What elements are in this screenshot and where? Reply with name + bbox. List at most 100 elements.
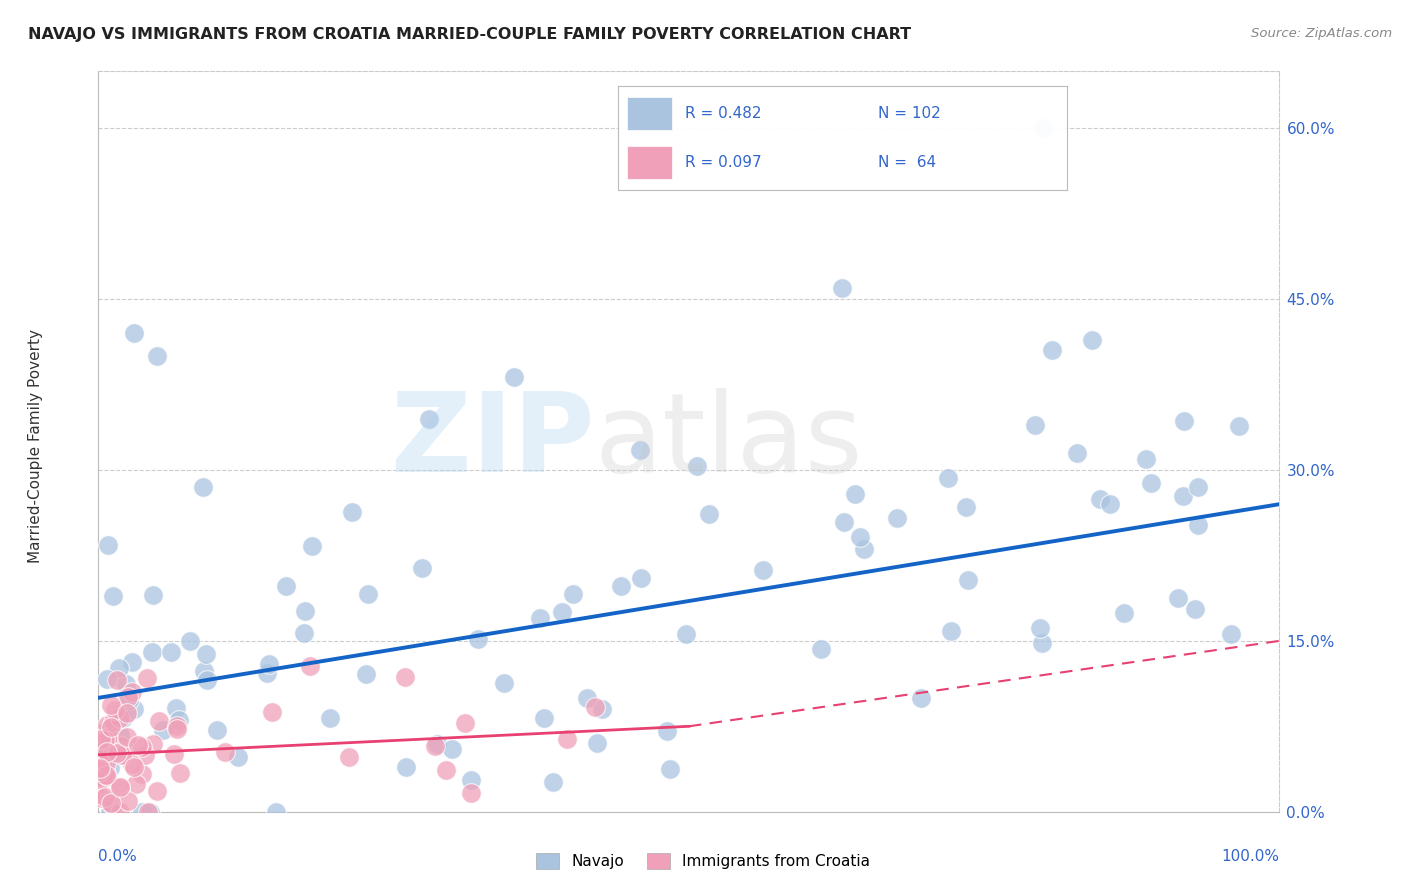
Point bbox=[96, 745, 118, 759]
Point bbox=[628, 443, 651, 458]
Legend: Navajo, Immigrants from Croatia: Navajo, Immigrants from Croatia bbox=[530, 847, 876, 875]
Point bbox=[337, 749, 360, 764]
Point bbox=[298, 658, 321, 673]
Point bbox=[138, 805, 160, 819]
Point bbox=[853, 541, 876, 556]
Point bbox=[100, 723, 122, 737]
Point bbox=[97, 730, 120, 744]
Point bbox=[630, 571, 652, 585]
Text: Source: ZipAtlas.com: Source: ZipAtlas.com bbox=[1251, 27, 1392, 40]
Point bbox=[886, 511, 908, 525]
Point bbox=[108, 805, 131, 819]
Point bbox=[107, 661, 129, 675]
Point bbox=[686, 458, 709, 473]
Point bbox=[139, 805, 162, 819]
Point bbox=[179, 634, 201, 648]
Point bbox=[146, 349, 169, 363]
Point bbox=[108, 781, 131, 796]
Point bbox=[411, 560, 433, 574]
Point bbox=[533, 711, 555, 725]
Point bbox=[1167, 591, 1189, 606]
Point bbox=[193, 664, 215, 678]
Point bbox=[195, 647, 218, 661]
Point bbox=[1173, 414, 1195, 428]
Point bbox=[1173, 489, 1195, 503]
Point bbox=[117, 794, 139, 808]
Point bbox=[117, 693, 139, 707]
Point bbox=[94, 768, 117, 782]
Point bbox=[844, 486, 866, 500]
Point bbox=[1081, 334, 1104, 348]
Point bbox=[551, 605, 574, 619]
Point bbox=[831, 281, 853, 295]
Point bbox=[1220, 627, 1243, 641]
Point bbox=[936, 471, 959, 485]
Point bbox=[655, 723, 678, 738]
Point bbox=[142, 588, 165, 602]
Point bbox=[575, 691, 598, 706]
Point bbox=[319, 711, 342, 725]
Point bbox=[115, 706, 138, 720]
Point bbox=[163, 747, 186, 761]
Point bbox=[555, 731, 578, 746]
Point bbox=[96, 769, 118, 783]
Point bbox=[131, 805, 153, 819]
Point bbox=[89, 761, 111, 775]
Point bbox=[434, 764, 457, 778]
Point bbox=[1031, 636, 1053, 650]
Point bbox=[541, 775, 564, 789]
Point bbox=[112, 711, 135, 725]
Point bbox=[1187, 518, 1209, 533]
Point bbox=[1229, 419, 1251, 434]
Text: 0.0%: 0.0% bbox=[98, 849, 138, 863]
Point bbox=[226, 750, 249, 764]
Point bbox=[108, 780, 131, 794]
Point bbox=[610, 578, 633, 592]
Point bbox=[1140, 475, 1163, 490]
Point bbox=[91, 773, 114, 788]
Point bbox=[105, 673, 128, 687]
Point bbox=[142, 737, 165, 751]
Point bbox=[848, 531, 870, 545]
Point bbox=[93, 746, 115, 760]
Point bbox=[195, 673, 218, 687]
Point bbox=[90, 732, 112, 747]
Point bbox=[121, 655, 143, 669]
Point bbox=[87, 770, 110, 784]
Point bbox=[294, 604, 316, 618]
Point bbox=[87, 774, 110, 789]
Point bbox=[100, 698, 122, 712]
Point bbox=[110, 739, 132, 753]
Point bbox=[96, 672, 118, 686]
Point bbox=[90, 790, 112, 805]
Text: ZIP: ZIP bbox=[391, 388, 595, 495]
Point bbox=[166, 722, 188, 736]
Point bbox=[98, 761, 121, 775]
Point bbox=[100, 720, 122, 734]
Point bbox=[108, 727, 131, 741]
Point bbox=[167, 713, 190, 727]
Point bbox=[460, 786, 482, 800]
Point bbox=[675, 627, 697, 641]
Point bbox=[108, 711, 131, 725]
Point bbox=[1029, 620, 1052, 634]
Point bbox=[104, 703, 127, 717]
Point bbox=[105, 746, 128, 760]
Point bbox=[193, 480, 215, 494]
Point bbox=[294, 626, 316, 640]
Text: atlas: atlas bbox=[595, 388, 863, 495]
Point bbox=[586, 736, 609, 750]
Point bbox=[93, 789, 115, 804]
Point bbox=[121, 685, 143, 699]
Point bbox=[659, 762, 682, 776]
Point bbox=[100, 796, 122, 810]
Point bbox=[1135, 451, 1157, 466]
Point bbox=[910, 691, 932, 706]
Point bbox=[1187, 480, 1209, 494]
Point bbox=[1112, 607, 1135, 621]
Point bbox=[301, 539, 323, 553]
Point bbox=[101, 589, 124, 603]
Point bbox=[148, 714, 170, 728]
Point bbox=[583, 699, 606, 714]
Point bbox=[141, 645, 163, 659]
